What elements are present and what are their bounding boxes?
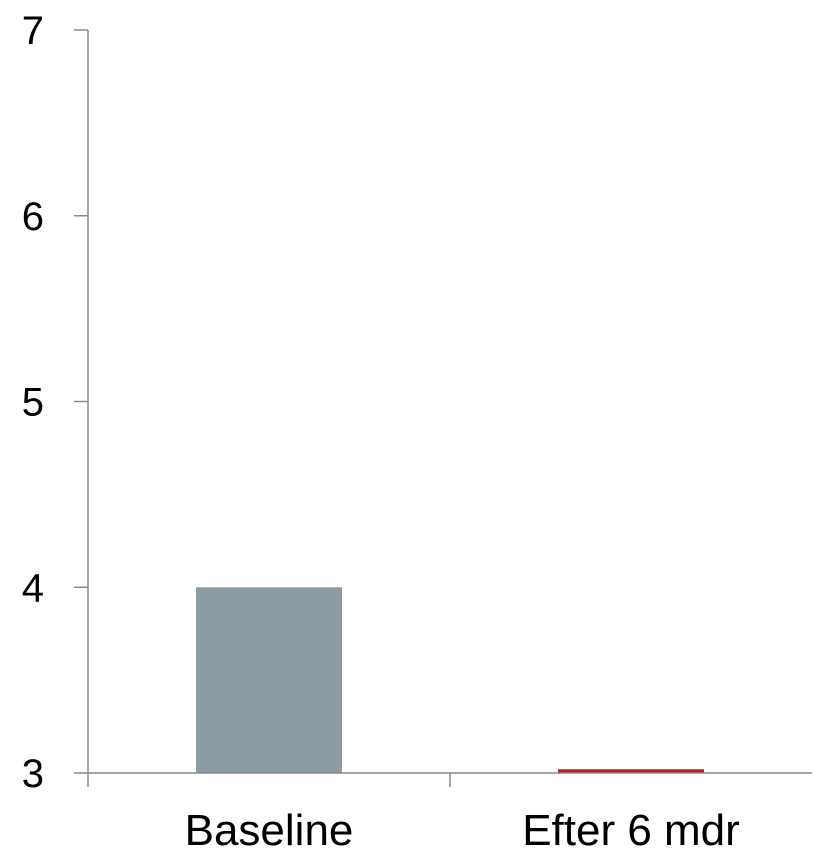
axes (87, 30, 812, 787)
y-tick-label-6: 6 (22, 195, 44, 239)
y-axis-ticks: 3 4 5 6 7 (22, 9, 88, 796)
bar-baseline (196, 587, 342, 773)
bars (196, 587, 704, 773)
bar-efter-6-mdr (558, 769, 704, 773)
x-axis-labels: Baseline Efter 6 mdr (185, 806, 740, 853)
y-tick-label-4: 4 (22, 566, 44, 610)
y-tick-label-7: 7 (22, 9, 44, 53)
x-tick-label-efter-6-mdr: Efter 6 mdr (522, 806, 740, 853)
x-tick-label-baseline: Baseline (185, 806, 354, 853)
y-tick-label-5: 5 (22, 381, 44, 425)
y-tick-label-3: 3 (22, 752, 44, 796)
